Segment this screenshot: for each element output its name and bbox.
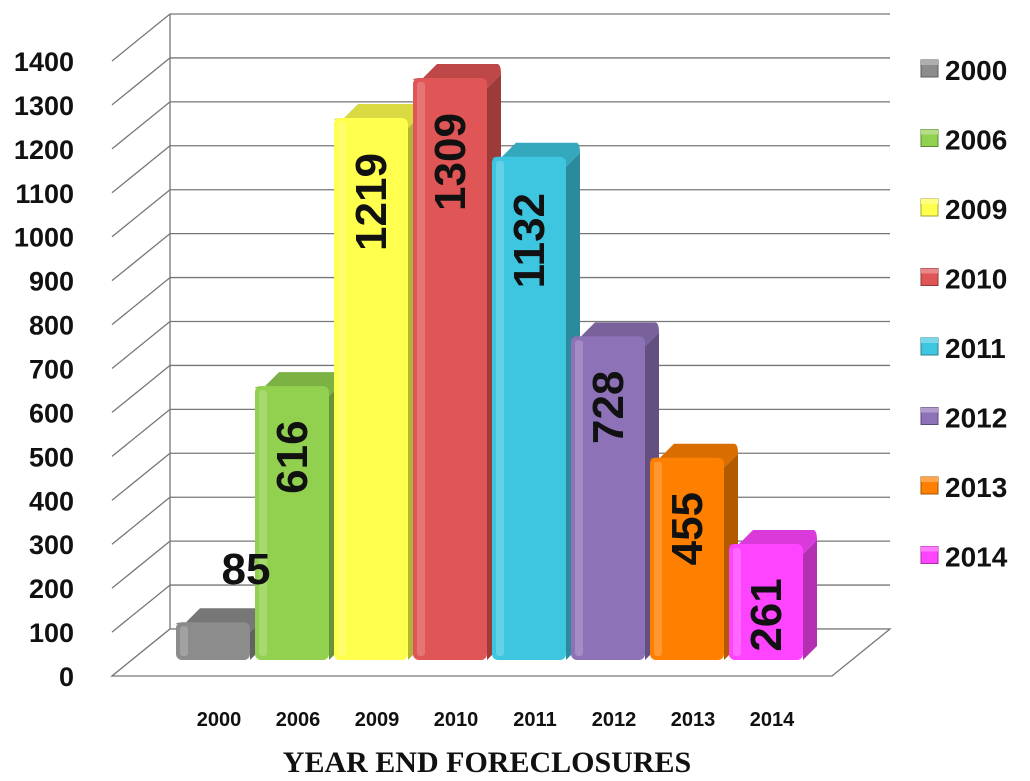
chart-back-wall [112,0,171,676]
legend-item-2009: 2009 [920,194,1007,225]
legend-item-2000: 2000 [920,55,1007,86]
legend-item-2014: 2014 [920,542,1008,573]
y-tick-label: 800 [29,311,74,341]
x-axis: 2000 2006 2009 2010 2011 2012 2013 2014 [197,709,795,731]
y-tick-label: 1000 [14,223,74,253]
legend: 2000 2006 2009 2010 2011 2012 2013 2014 [920,55,1008,573]
legend-label: 2000 [945,55,1007,86]
y-tick-label: 600 [29,398,74,428]
x-tick-label: 2013 [671,709,716,731]
bar-2014 [729,529,817,660]
y-tick-label: 200 [29,574,74,604]
legend-label: 2014 [945,542,1008,573]
gridline [111,13,890,62]
y-tick-label: 400 [29,486,74,516]
legend-item-2010: 2010 [920,264,1007,295]
bar-2006 [255,372,343,660]
x-tick-label: 2009 [355,709,400,731]
legend-item-2006: 2006 [920,125,1007,156]
legend-item-2013: 2013 [920,472,1007,503]
x-tick-label: 2000 [197,709,242,731]
y-tick-label: 1400 [14,47,74,77]
legend-label: 2011 [945,333,1006,364]
y-tick-label: 500 [29,442,74,472]
legend-label: 2012 [945,403,1007,434]
x-tick-label: 2014 [750,709,795,731]
y-tick-label: 900 [29,267,74,297]
x-axis-title: YEAR END FORECLOSURES [283,746,691,779]
y-tick-label: 0 [59,662,74,692]
bars [176,64,817,661]
data-label-2011: 1132 [505,193,554,288]
gridline [111,57,890,106]
x-tick-label: 2011 [513,709,556,731]
x-tick-label: 2012 [592,709,637,731]
data-label-2009: 1219 [347,153,396,251]
y-tick-label: 300 [29,530,74,560]
x-tick-label: 2010 [434,709,479,731]
left-wall [112,0,170,676]
y-tick-label: 1200 [14,135,74,165]
data-label-2010: 1309 [426,113,475,211]
bar-2000 [176,608,264,660]
gridline [111,101,890,150]
data-label-2012: 728 [584,371,633,444]
legend-label: 2010 [945,264,1007,295]
data-labels: 85 616 1219 1309 1132 728 455 261 [222,113,791,652]
x-tick-label: 2006 [276,709,321,731]
data-label-2000: 85 [222,545,271,594]
legend-item-2012: 2012 [920,403,1007,434]
y-tick-label: 1300 [14,91,74,121]
y-tick-label: 1100 [15,179,74,209]
y-axis: 0 100 200 300 400 500 600 700 800 900 1000 1100 1200… [14,47,74,692]
data-label-2014: 261 [742,578,791,651]
y-tick-label: 100 [29,618,74,648]
data-label-2013: 455 [663,492,712,565]
data-label-2006: 616 [268,420,317,493]
legend-item-2011: 2011 [920,333,1006,364]
legend-label: 2009 [945,194,1007,225]
legend-label: 2013 [945,472,1007,503]
y-tick-label: 700 [29,355,74,385]
legend-label: 2006 [945,125,1007,156]
